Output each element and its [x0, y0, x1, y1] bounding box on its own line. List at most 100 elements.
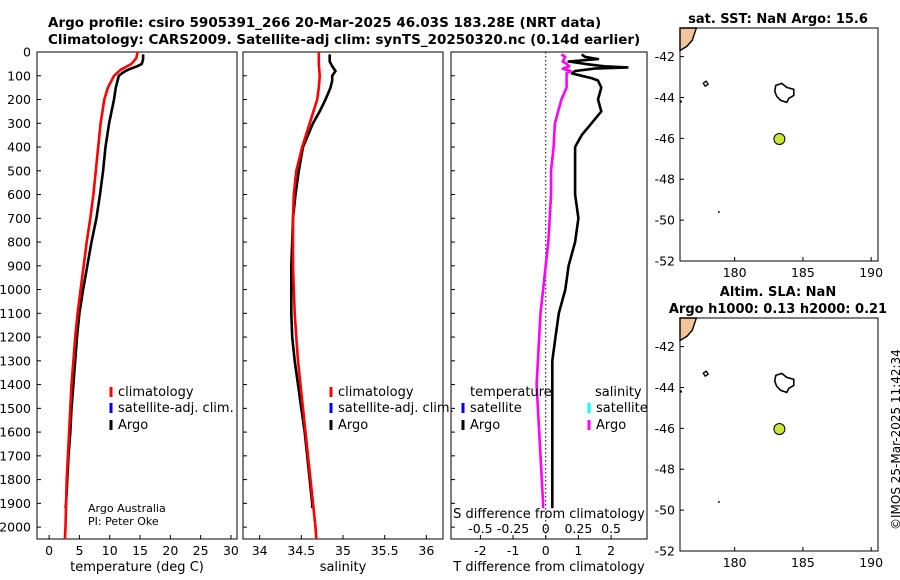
S-difference-tick-label: -0.25 — [497, 521, 529, 536]
temperature-xtick-label: 20 — [162, 543, 178, 558]
difference-series-s-argo-clim — [535, 53, 572, 509]
island-outline — [773, 372, 795, 394]
argo-float-marker — [773, 422, 786, 435]
lon-tick-label: 185 — [791, 265, 815, 280]
sla-map-frame — [679, 317, 879, 552]
depth-tick-label: 400 — [7, 140, 31, 155]
lon-tick-label: 180 — [723, 265, 747, 280]
lat-tick-label: -42 — [655, 339, 675, 354]
depth-tick-label: 100 — [7, 68, 31, 83]
salinity-tick-labels: 34 34.5 35 35.5 36 — [252, 535, 434, 558]
depth-tick-label: 1600 — [0, 425, 31, 440]
temperature-xtick-label: 0 — [45, 543, 53, 558]
sst-map-title: sat. SST: NaN Argo: 15.6 — [688, 12, 868, 27]
temperature-xtick-label: 30 — [223, 543, 239, 558]
legend-satellite-label: satellite-adj. clim. — [118, 401, 234, 416]
salinity-legend: climatology satellite-adj. clim. Argo — [329, 385, 454, 433]
difference-xtick-label: 1 — [574, 543, 582, 558]
depth-tick-label: 900 — [7, 258, 31, 273]
salinity-series-argo — [289, 54, 337, 509]
sst-map-frame — [679, 27, 879, 262]
sla-map-lon-labels: 180 185 190 — [723, 547, 883, 570]
salinity-xtick-label: 35 — [335, 543, 351, 558]
difference-xtick-label: 0 — [542, 543, 550, 558]
T-difference-tick-labels: -2 -1 0 1 2 — [474, 535, 615, 558]
difference-series-t-argo-clim — [550, 53, 629, 509]
lon-tick-label: 190 — [859, 555, 883, 570]
depth-tick-label: 1100 — [0, 306, 31, 321]
temperature-tick-labels: 0 5 10 15 20 25 30 — [45, 535, 239, 558]
difference-xtick-label: -2 — [474, 543, 486, 558]
sst-map-panel: sat. SST: NaN Argo: 15.6 -52 -50 -48 -46 -44… — [655, 12, 884, 280]
S-difference-tick-label: 0.25 — [564, 521, 592, 536]
S-difference-tick-label: 0 — [542, 521, 550, 536]
depth-tick-label: 500 — [7, 163, 31, 178]
salinity-xlabel: salinity — [320, 560, 367, 575]
lon-tick-label: 190 — [859, 265, 883, 280]
difference-axes-frame — [450, 51, 648, 540]
legend-climatology-label: climatology — [118, 385, 194, 400]
argo-float-marker — [773, 132, 786, 145]
depth-tick-label: 1800 — [0, 472, 31, 487]
salinity-xtick-label: 36 — [418, 543, 434, 558]
lat-tick-label: -48 — [655, 462, 675, 477]
lat-tick-label: -46 — [655, 131, 675, 146]
header-line-1: Argo profile: csiro 5905391_266 20-Mar-2… — [48, 15, 602, 31]
difference-xtick-label: 2 — [607, 543, 615, 558]
sla-map-lat-labels: -52 -50 -48 -46 -44 -42 — [655, 339, 684, 559]
depth-tick-label: 1900 — [0, 496, 31, 511]
temperature-xtick-label: 15 — [132, 543, 148, 558]
temperature-xtick-label: 10 — [102, 543, 118, 558]
credit-line-1: Argo Australia — [88, 502, 166, 515]
lon-tick-label: 180 — [723, 555, 747, 570]
depth-tick-label: 700 — [7, 211, 31, 226]
depth-tick-label: 2000 — [0, 520, 31, 535]
depth-tick-label: 1500 — [0, 401, 31, 416]
island-outline — [773, 82, 795, 104]
legend-climatology-label: climatology — [338, 385, 414, 400]
sst-map-lon-labels: 180 185 190 — [723, 257, 883, 280]
temperature-series-climatology — [63, 51, 139, 540]
temperature-series-argo — [64, 54, 145, 509]
difference-panel: -2 -1 0 1 2 -0.5 -0.25 0 0.25 0.5 T difference f… — [450, 51, 648, 575]
legend-S-title: salinity — [595, 385, 642, 400]
salinity-series-climatology — [291, 52, 322, 540]
land-coastline — [679, 27, 698, 52]
salinity-xtick-label: 35.5 — [371, 543, 399, 558]
difference-xtick-label: -1 — [507, 543, 519, 558]
lat-tick-label: -50 — [655, 503, 675, 518]
legend-T-title: temperature — [470, 385, 552, 400]
temperature-legend: climatology satellite-adj. clim. Argo — [109, 385, 234, 433]
depth-tick-label: 1300 — [0, 353, 31, 368]
legend-satellite-label: satellite-adj. clim. — [338, 401, 454, 416]
T-difference-xlabel: T difference from climatology — [452, 560, 645, 575]
land-coastline — [679, 317, 698, 342]
depth-tick-label: 1400 — [0, 377, 31, 392]
credit-line-2: PI: Peter Oke — [88, 515, 159, 528]
depth-tick-label: 600 — [7, 187, 31, 202]
lat-tick-label: -50 — [655, 213, 675, 228]
salinity-axes-frame — [242, 51, 444, 540]
lat-tick-label: -46 — [655, 421, 675, 436]
depth-tick-labels: 0 100 200 300 400 500 600 700 800 900 1000 1100 1200… — [0, 45, 455, 535]
legend-S-satellite-label: satellite — [596, 401, 648, 416]
legend-argo-label: Argo — [338, 418, 368, 433]
depth-tick-label: 800 — [7, 235, 31, 250]
lat-tick-label: -44 — [655, 380, 675, 395]
salinity-xtick-label: 34.5 — [287, 543, 315, 558]
temperature-xtick-label: 25 — [193, 543, 209, 558]
legend-T-argo-label: Argo — [470, 418, 500, 433]
depth-tick-label: 300 — [7, 116, 31, 131]
depth-tick-label: 1200 — [0, 330, 31, 345]
header-line-2: Climatology: CARS2009. Satellite-adj cli… — [48, 32, 641, 48]
salinity-panel: 34 34.5 35 35.5 36 salinity climatology sate… — [242, 51, 454, 575]
legend-T-satellite-label: satellite — [470, 401, 522, 416]
depth-tick-label: 200 — [7, 92, 31, 107]
legend-S-argo-label: Argo — [596, 418, 626, 433]
depth-tick-label: 1000 — [0, 282, 31, 297]
islet-outline — [702, 80, 710, 88]
S-difference-xlabel: S difference from climatology — [453, 507, 645, 522]
lat-tick-label: -52 — [655, 544, 675, 559]
S-difference-tick-label: 0.5 — [601, 521, 621, 536]
difference-legend: temperature satellite Argo salinity sate… — [461, 385, 648, 433]
